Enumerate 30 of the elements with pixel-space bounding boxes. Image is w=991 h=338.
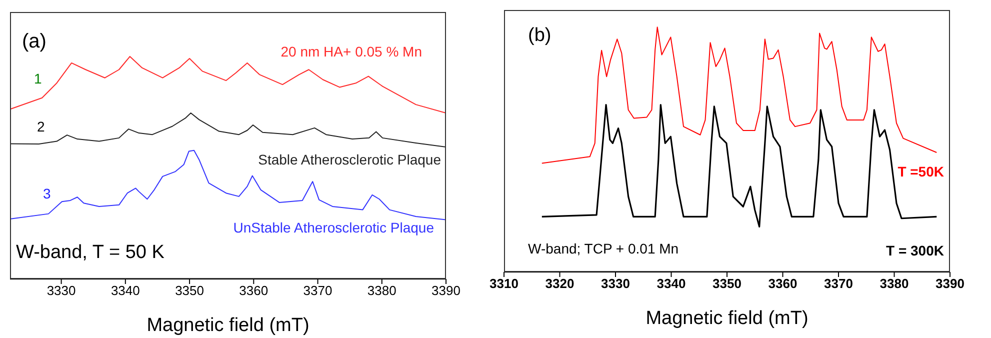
x-tick-label: 3380	[367, 283, 396, 298]
x-tick-label: 3390	[432, 283, 460, 298]
series-label: Stable Atherosclerotic Plaque	[258, 152, 442, 168]
x-tick-label: 3390	[936, 276, 964, 292]
annotation: 3	[43, 186, 51, 202]
x-tick-label: 3310	[490, 276, 518, 292]
x-tick-label: 3350	[175, 283, 204, 298]
x-tick-label: 3340	[656, 276, 686, 292]
annotation: W-band, T = 50 K	[16, 242, 165, 264]
x-tick-label: 3370	[824, 276, 853, 292]
annotation: W-band; TCP + 0.01 Mn	[528, 240, 679, 257]
annotation: (b)	[528, 25, 552, 46]
annotation: 1	[34, 70, 42, 87]
x-tick-label: 3380	[880, 276, 909, 292]
series-label: T = 300K	[886, 242, 944, 259]
x-tick-label: 3340	[110, 283, 140, 298]
x-tick-label: 3360	[768, 276, 798, 292]
series-label: UnStable Atherosclerotic Plaque	[233, 220, 434, 236]
x-tick-label: 3320	[545, 276, 574, 292]
x-tick-label: 3330	[601, 276, 630, 292]
x-tick-label: 3360	[239, 283, 268, 298]
x-axis-title: Magnetic field (mT)	[146, 315, 310, 336]
x-tick-label: 3350	[712, 276, 742, 292]
text: (a)	[22, 30, 46, 52]
series-label: T =50K	[898, 164, 944, 180]
x-tick-label: 3370	[303, 283, 332, 298]
x-tick-label: 3330	[46, 283, 76, 298]
series-label: 20 nm HA+ 0.05 % Mn	[280, 44, 422, 60]
annotation: 2	[37, 118, 45, 135]
x-axis-title: Magnetic field (mT)	[646, 308, 808, 329]
